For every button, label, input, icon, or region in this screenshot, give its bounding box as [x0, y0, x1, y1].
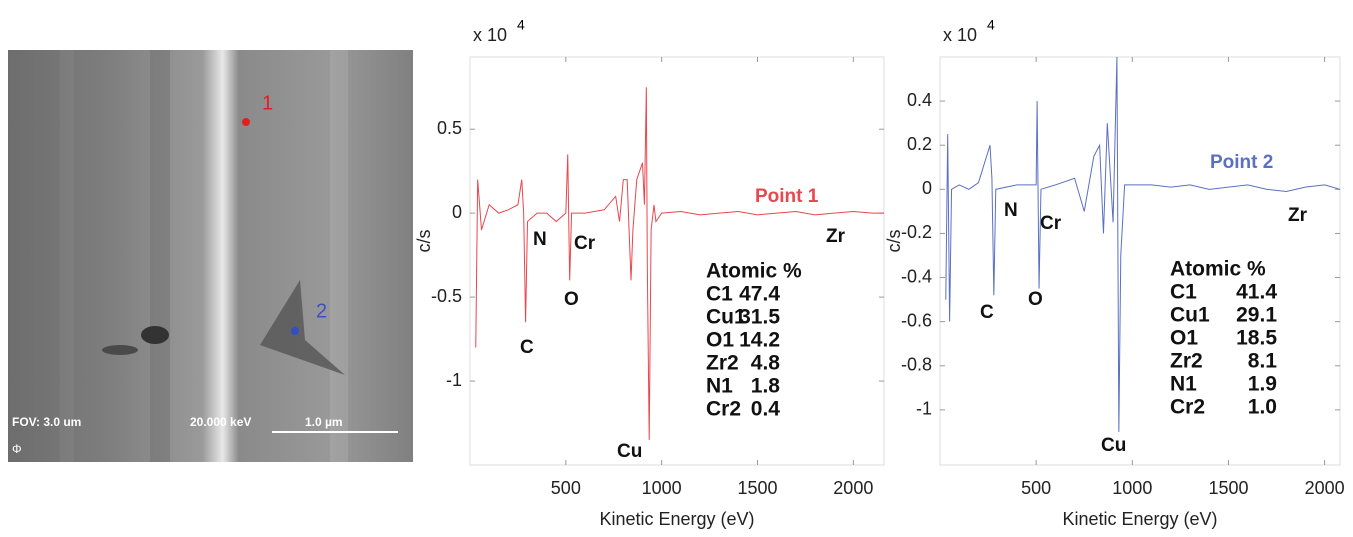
flake: [260, 280, 345, 375]
spectrum-line: [945, 56, 1341, 432]
peak-label: Cu: [617, 441, 642, 462]
table-value: 0.4: [751, 398, 781, 421]
streak: [330, 50, 348, 462]
point-label: 2: [316, 300, 327, 322]
table-value: 41.4: [1236, 281, 1277, 304]
peak-label: C: [520, 337, 534, 358]
table-title: Atomic %: [1170, 258, 1266, 281]
table-value: 18.5: [1236, 327, 1277, 350]
streak: [150, 50, 170, 462]
x-tick-label: 2000: [833, 478, 873, 498]
y-tick-label: -1: [446, 370, 462, 390]
plot-frame: [939, 56, 1341, 466]
table-element: O1: [1170, 327, 1198, 350]
table-value: 14.2: [739, 329, 780, 352]
x-tick-label: 1000: [1112, 478, 1152, 498]
logo: Φ: [12, 442, 22, 456]
y-tick-label: -0.6: [901, 310, 932, 330]
x-axis-label: Kinetic Energy (eV): [599, 509, 754, 529]
table-element: Cu1: [706, 306, 746, 329]
sem-background: [8, 50, 413, 462]
y-axis-label: c/s: [884, 229, 904, 252]
particle: [102, 345, 138, 355]
table-element: Zr2: [706, 352, 739, 375]
peak-label: Cu: [1101, 435, 1126, 456]
point-marker: [291, 327, 299, 335]
y-scale-label: x 10: [473, 25, 507, 45]
peak-label: N: [533, 229, 547, 250]
table-element: O1: [706, 329, 734, 352]
table-value: 1.8: [751, 375, 781, 398]
y-scale-exponent: 4: [987, 17, 995, 33]
y-axis-label: c/s: [414, 229, 434, 252]
x-tick-label: 500: [1021, 478, 1051, 498]
y-tick-label: 0.5: [437, 118, 462, 138]
peak-label: Zr: [1288, 205, 1308, 226]
scale-label: 1.0 µm: [305, 415, 343, 429]
y-tick-label: 0: [452, 202, 462, 222]
table-element: C1: [1170, 281, 1197, 304]
table-element: Cr2: [1170, 396, 1205, 419]
x-tick-label: 500: [551, 478, 581, 498]
y-tick-label: 0.4: [907, 90, 932, 110]
peak-label: O: [564, 289, 579, 310]
peak-label: O: [1028, 289, 1043, 310]
y-tick-label: -0.4: [901, 266, 932, 286]
series-label: Point 1: [755, 186, 819, 207]
table-value: 47.4: [739, 283, 780, 306]
y-tick-label: -0.5: [431, 286, 462, 306]
fov-label: FOV: 3.0 um: [12, 415, 81, 429]
x-tick-label: 1000: [642, 478, 682, 498]
x-tick-label: 2000: [1305, 478, 1345, 498]
particle: [141, 326, 169, 344]
table-element: Cr2: [706, 398, 741, 421]
table-title: Atomic %: [706, 260, 802, 283]
series-label: Point 2: [1210, 152, 1273, 173]
y-tick-label: 0: [922, 178, 932, 198]
table-value: 1.9: [1248, 373, 1277, 396]
y-tick-label: 0.2: [907, 134, 932, 154]
peak-label: Cr: [1040, 213, 1062, 234]
point-marker: [242, 118, 250, 126]
table-element: C1: [706, 283, 733, 306]
table-element: Cu1: [1170, 304, 1210, 327]
table-value: 31.5: [739, 306, 780, 329]
plot-frame: [469, 56, 885, 466]
point-label: 1: [262, 92, 273, 114]
table-value: 8.1: [1248, 350, 1278, 373]
peak-label: Zr: [826, 226, 846, 247]
peak-label: C: [980, 302, 994, 323]
y-scale-label: x 10: [943, 25, 977, 45]
peak-label: Cr: [574, 233, 596, 254]
table-value: 4.8: [751, 352, 781, 375]
x-axis-label: Kinetic Energy (eV): [1062, 509, 1217, 529]
y-tick-label: -0.2: [901, 222, 932, 242]
spectrum-line: [475, 87, 884, 440]
peak-label: N: [1004, 200, 1018, 221]
streak: [60, 50, 74, 462]
x-tick-label: 1500: [737, 478, 777, 498]
table-element: N1: [706, 375, 733, 398]
y-tick-label: -1: [916, 399, 932, 419]
table-element: Zr2: [1170, 350, 1203, 373]
table-value: 29.1: [1236, 304, 1277, 327]
y-tick-label: -0.8: [901, 355, 932, 375]
y-scale-exponent: 4: [517, 17, 525, 33]
table-element: N1: [1170, 373, 1197, 396]
sem-image: 1 2 FOV: 3.0 um 20.000 keV 1.0 µm Φ: [8, 50, 413, 462]
table-value: 1.0: [1248, 396, 1277, 419]
x-tick-label: 1500: [1208, 478, 1248, 498]
energy-label: 20.000 keV: [190, 415, 251, 429]
